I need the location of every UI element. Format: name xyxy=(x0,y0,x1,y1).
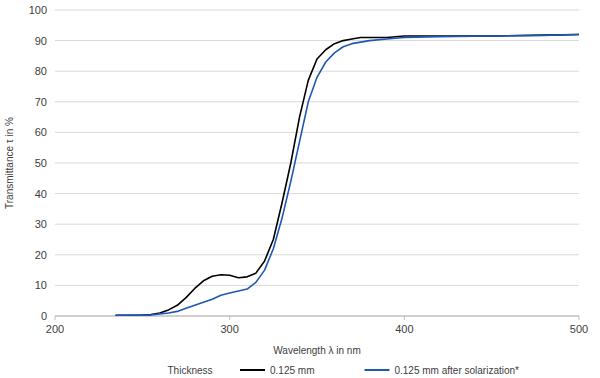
legend: Thickness 0.125 mm 0.125 mm after solariza… xyxy=(167,365,519,376)
x-tick-label: 300 xyxy=(220,323,238,335)
y-tick-label: 100 xyxy=(29,4,47,16)
y-axis-label: Transmittance τ in % xyxy=(4,117,15,209)
x-tick xyxy=(579,316,580,320)
x-tick-label: 400 xyxy=(395,323,413,335)
y-tick-label: 50 xyxy=(35,157,47,169)
y-tick-label: 40 xyxy=(35,188,47,200)
legend-swatch xyxy=(364,369,389,371)
legend-label: 0.125 mm xyxy=(270,365,314,376)
x-tick xyxy=(404,316,405,320)
legend-swatch xyxy=(240,369,265,371)
legend-title: Thickness xyxy=(167,365,212,376)
x-axis-label: Wavelength λ in nm xyxy=(273,345,360,356)
grid-line xyxy=(55,193,579,194)
y-tick-label: 20 xyxy=(35,249,47,261)
y-tick-label: 70 xyxy=(35,96,47,108)
series-line xyxy=(116,34,579,315)
y-tick-label: 0 xyxy=(41,310,47,322)
grid-line xyxy=(55,101,579,102)
y-tick-label: 60 xyxy=(35,126,47,138)
y-tick-label: 30 xyxy=(35,218,47,230)
grid-line xyxy=(55,10,579,11)
y-tick-label: 90 xyxy=(35,35,47,47)
legend-label: 0.125 mm after solarization* xyxy=(394,365,519,376)
grid-line xyxy=(55,224,579,225)
series-line xyxy=(116,34,579,315)
grid xyxy=(55,10,579,316)
x-tick-label: 200 xyxy=(46,323,64,335)
grid-line xyxy=(55,254,579,255)
grid-line xyxy=(55,285,579,286)
plot-area xyxy=(116,34,579,315)
y-tick-label: 10 xyxy=(35,279,47,291)
grid-line xyxy=(55,132,579,133)
y-tick-label: 80 xyxy=(35,65,47,77)
x-tick-label: 500 xyxy=(570,323,588,335)
grid-line xyxy=(55,40,579,41)
grid-line xyxy=(55,163,579,164)
x-tick xyxy=(229,316,230,320)
grid-line xyxy=(55,71,579,72)
x-tick xyxy=(55,316,56,320)
chart: 0 10 20 30 40 50 60 70 80 90 100 200 300 400 500 Wavele… xyxy=(0,0,600,378)
